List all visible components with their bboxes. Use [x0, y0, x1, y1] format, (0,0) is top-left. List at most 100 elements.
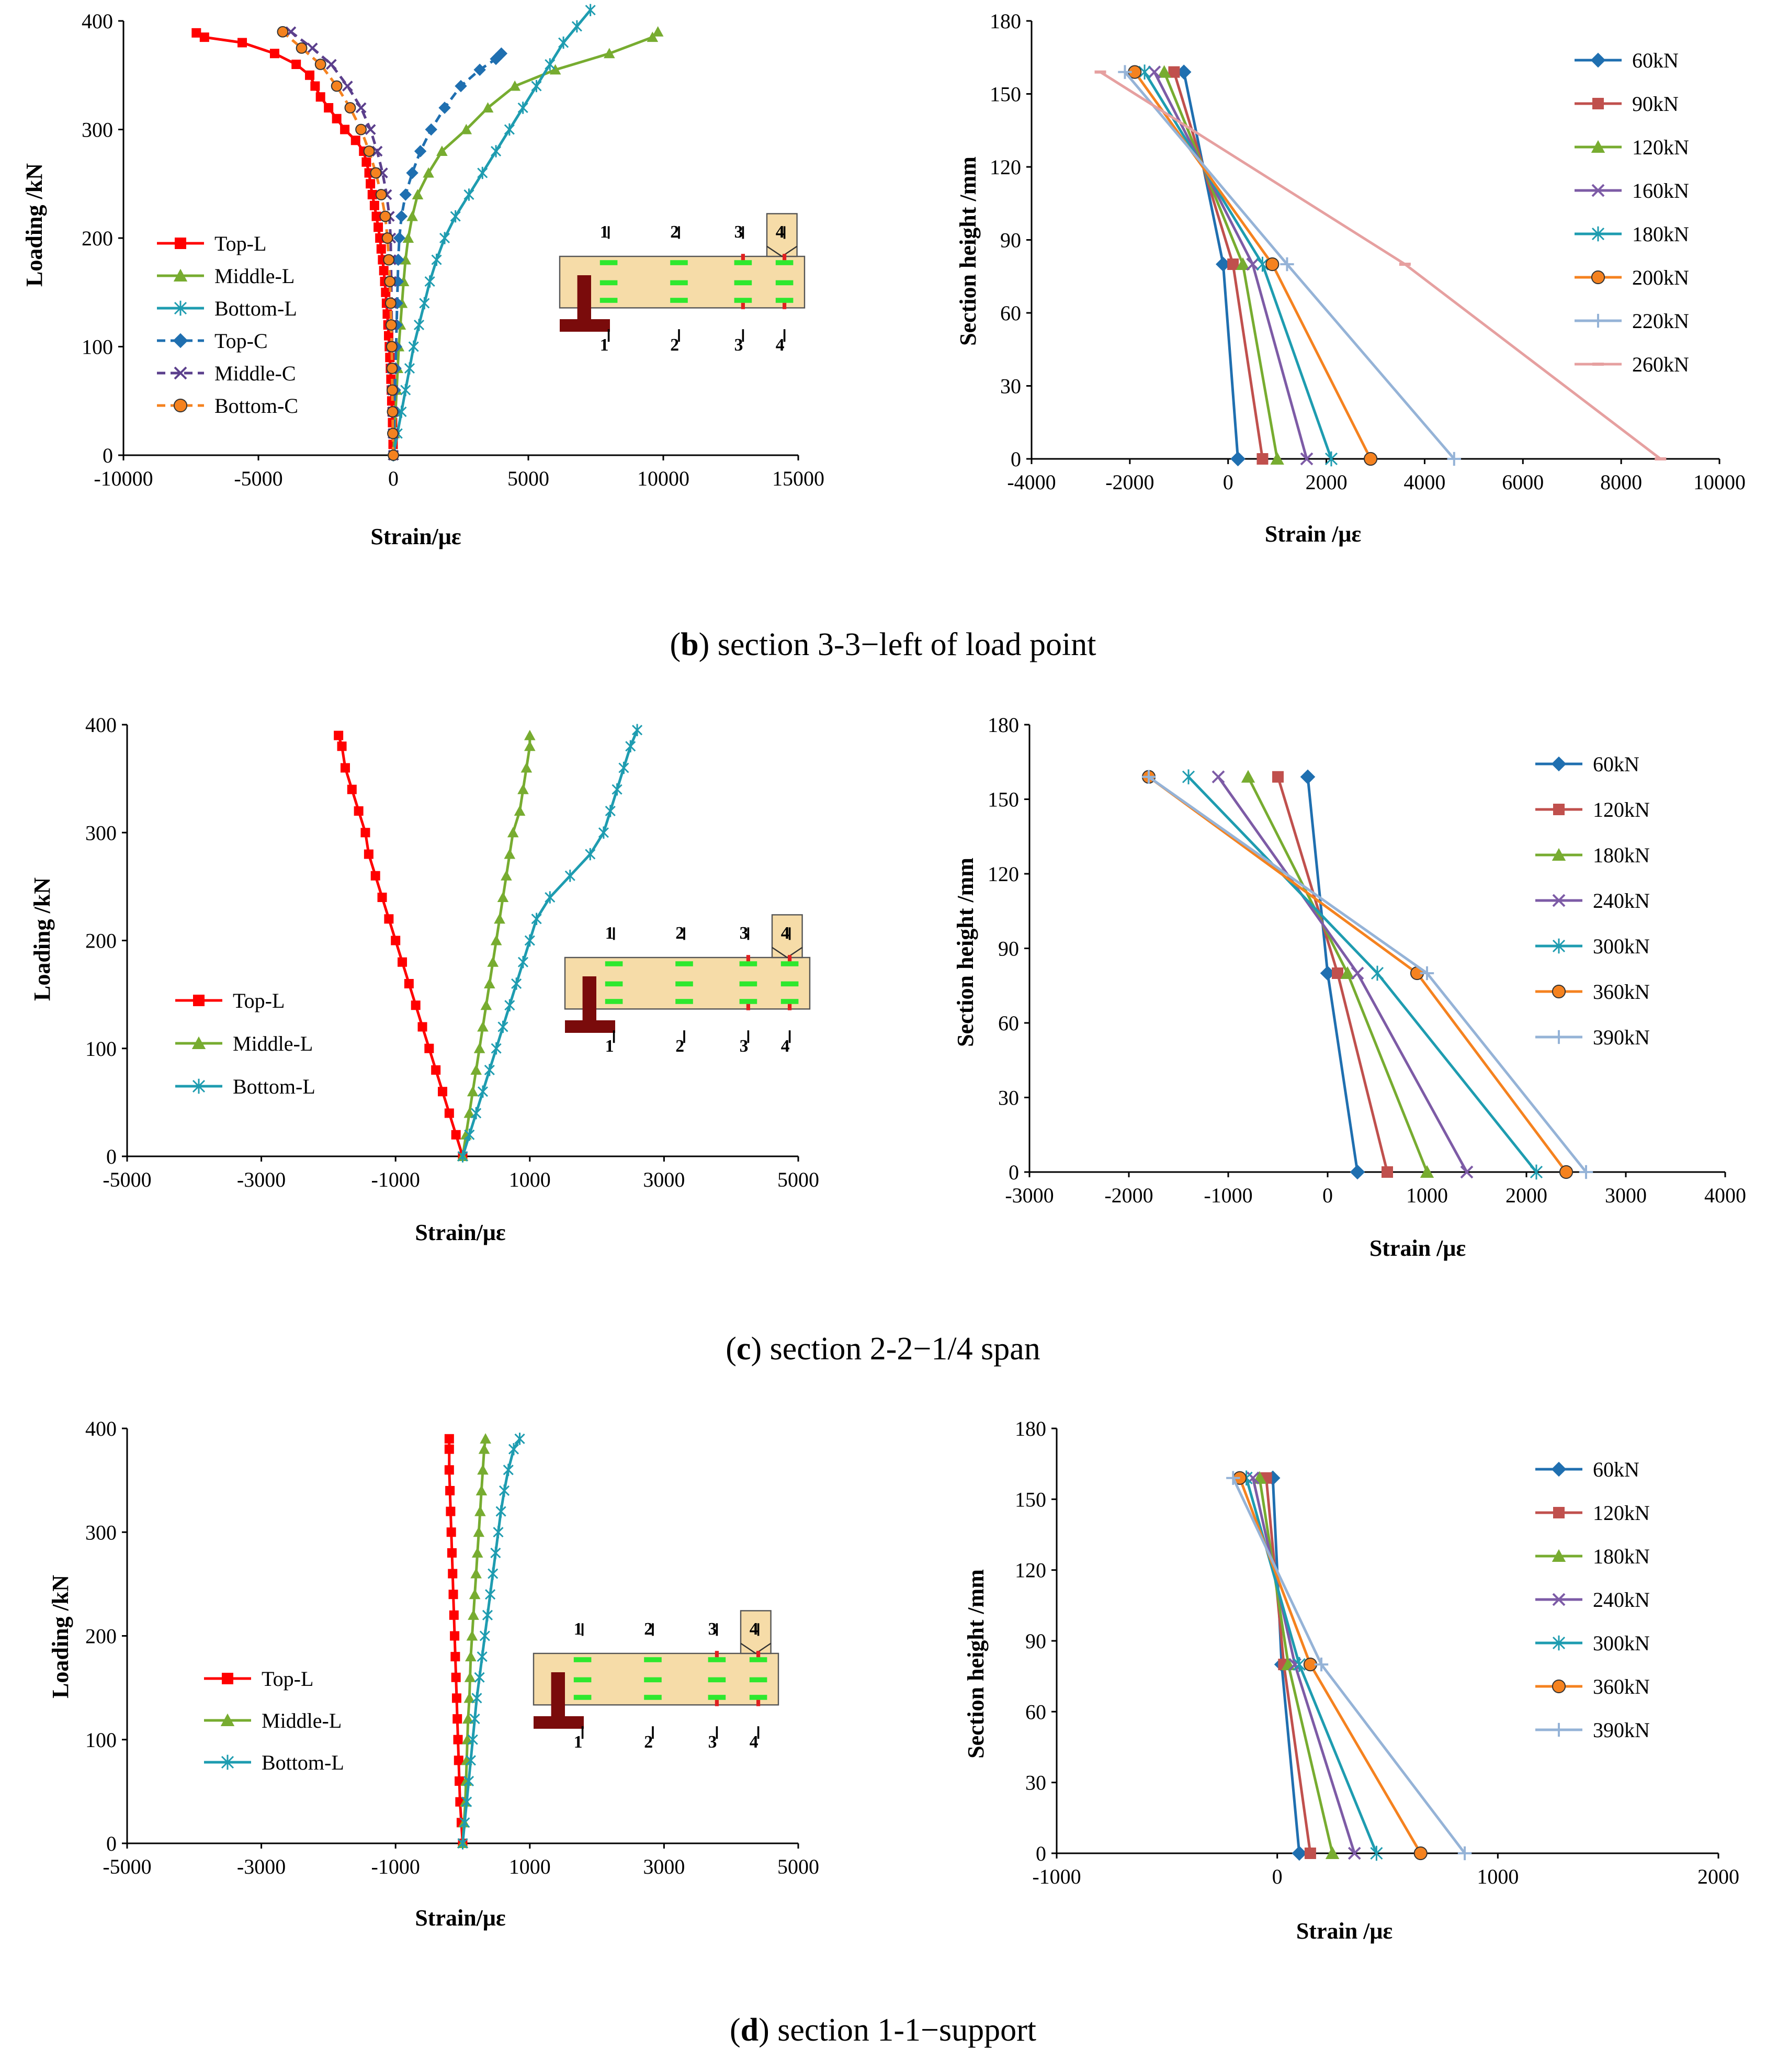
y-tick-label: 400: [85, 1417, 117, 1440]
strain-gauge: [780, 981, 799, 987]
data-point: [1293, 1657, 1306, 1672]
ylabel-d-left: Loading /kN: [48, 1575, 73, 1698]
legend-label: 240kN: [1593, 889, 1650, 913]
legend-marker: [1590, 52, 1606, 68]
y-tick-label: 0: [1009, 1161, 1019, 1184]
data-point: [431, 253, 442, 266]
ylabel-b-right: Section height /mm: [955, 156, 981, 346]
strain-gauge: [780, 961, 799, 966]
legend-c-right: 60kN 120kN 180kN 240kN 300kN 360kN 390kN: [1535, 752, 1650, 1049]
data-point: [340, 125, 350, 134]
legend-label: 180kN: [1593, 1545, 1650, 1568]
data-point: [342, 81, 353, 92]
data-point: [451, 1130, 461, 1140]
strain-gauge: [775, 298, 794, 303]
data-point: [471, 1547, 483, 1558]
y-tick-label: 0: [106, 1832, 117, 1855]
data-point: [471, 1107, 482, 1120]
data-point: [1314, 1657, 1329, 1672]
data-point: [1460, 1165, 1474, 1179]
legend-marker: [1552, 894, 1566, 907]
legend-label: 180kN: [1632, 222, 1689, 246]
data-point: [381, 232, 393, 244]
legend-entry: Top-L: [175, 989, 285, 1012]
data-point: [1320, 965, 1335, 981]
data-point: [495, 47, 508, 60]
series-90kn: [1168, 66, 1269, 465]
data-point: [1168, 66, 1180, 78]
section-label-top: 1: [600, 222, 609, 242]
legend-entry: 120kN: [1575, 136, 1689, 159]
x-tick-label: 10000: [637, 467, 689, 490]
series-bottom-l: [457, 724, 643, 1163]
xlabel-d-right: Strain /με: [1296, 1918, 1393, 1944]
legend-entry: 300kN: [1535, 934, 1650, 958]
data-point: [1559, 1165, 1573, 1179]
data-point: [354, 806, 364, 816]
legend-label: 60kN: [1593, 1458, 1639, 1481]
x-tick-label: 5000: [507, 467, 549, 490]
data-point: [501, 870, 512, 881]
y-tick-label: 200: [85, 929, 117, 953]
series-c-right: [1141, 769, 1593, 1180]
y-tick-label: 150: [988, 788, 1019, 812]
data-point: [310, 81, 320, 91]
data-point: [462, 1713, 474, 1724]
data-point: [497, 1020, 508, 1033]
strain-gauge: [605, 961, 623, 966]
section-label-bottom: 4: [781, 1037, 790, 1056]
strain-gauge: [573, 1657, 592, 1662]
plot-area-d-right: [1057, 1428, 1718, 1852]
legend-marker: [191, 1036, 206, 1049]
chart-d-left: -5000 -3000 -1000 1000 3000 5000 0 100 200 300 400…: [48, 1417, 819, 1931]
series-d-right: [1226, 1470, 1472, 1861]
data-point: [520, 762, 533, 773]
data-point: [1226, 1471, 1240, 1485]
section-label-top: 3: [708, 1619, 717, 1639]
data-point: [463, 1107, 476, 1118]
section-label-bottom: 4: [776, 335, 785, 355]
data-point: [1265, 257, 1280, 272]
legend-label: Middle-L: [233, 1032, 313, 1055]
strain-gauge: [739, 961, 757, 966]
ticks-b-right: -4000 -2000 0 2000 4000 6000 8000 10000 0 30 60 90 1…: [990, 9, 1746, 494]
data-point: [451, 1672, 461, 1682]
legend-marker: [1592, 363, 1604, 366]
data-point: [1241, 770, 1255, 783]
y-tick-label: 200: [82, 227, 113, 250]
data-point: [524, 729, 536, 740]
y-tick-label: 120: [1015, 1559, 1046, 1582]
data-point: [468, 1609, 479, 1620]
data-point: [1332, 967, 1343, 979]
data-point: [477, 1464, 489, 1475]
legend-entry: Middle-C: [157, 362, 296, 385]
data-point: [406, 166, 418, 179]
data-point: [1216, 256, 1231, 272]
data-point: [485, 1588, 496, 1601]
legend-marker: [1592, 98, 1604, 109]
data-point: [446, 1527, 456, 1537]
data-point: [1272, 771, 1284, 783]
series-line: [392, 9, 592, 456]
series-line: [392, 52, 503, 456]
legend-marker: [175, 238, 186, 249]
data-point: [531, 913, 542, 925]
series-60kn: [1176, 64, 1246, 467]
data-point: [477, 166, 488, 179]
y-tick-label: 30: [1000, 375, 1021, 398]
legend-marker: [1553, 804, 1565, 815]
data-point: [438, 1087, 448, 1097]
data-point: [1256, 256, 1269, 272]
legend-marker: [173, 398, 188, 413]
red-gauge: [741, 254, 745, 261]
data-point: [332, 114, 342, 123]
legend-d-right: 60kN 120kN 180kN 240kN 300kN 360kN 390kN: [1535, 1458, 1650, 1742]
data-point: [277, 26, 289, 38]
data-point: [1348, 1846, 1361, 1860]
strain-gauge: [644, 1677, 662, 1683]
data-point: [450, 1631, 460, 1641]
data-point: [1300, 452, 1314, 466]
data-point: [384, 297, 397, 309]
x-tick-label: -2000: [1105, 470, 1154, 494]
data-point: [386, 341, 398, 353]
